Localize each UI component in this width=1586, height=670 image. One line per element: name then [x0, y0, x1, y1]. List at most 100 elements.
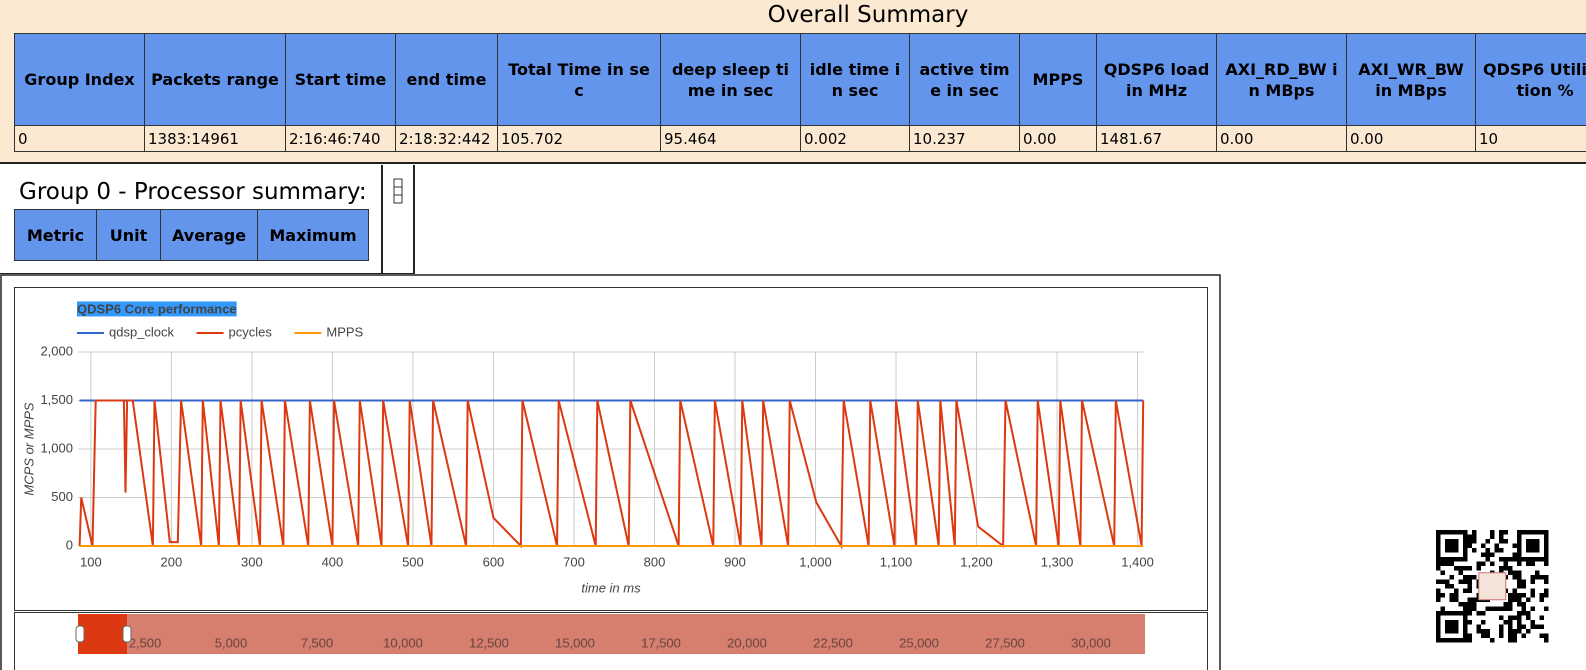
qr-module: [1494, 606, 1499, 611]
qr-module: [1472, 530, 1477, 535]
summary-table: Group Index Packets range Start time end ti…: [14, 33, 1586, 152]
qr-module: [1508, 593, 1513, 598]
column-header: deep sleep time in sec: [660, 33, 801, 126]
qr-module: [1458, 566, 1463, 571]
qr-finder: [1436, 530, 1468, 562]
qr-module: [1472, 539, 1477, 544]
qr-module: [1539, 633, 1544, 638]
qr-module: [1481, 611, 1486, 616]
x-tick-label: 1,200: [960, 554, 993, 569]
column-header: Maximum: [257, 209, 369, 261]
x-tick-label: 700: [563, 554, 585, 569]
x-axis-label: time in ms: [581, 580, 641, 595]
qr-module: [1472, 597, 1477, 602]
qr-module: [1530, 561, 1535, 566]
qr-module: [1508, 633, 1513, 638]
chart-title: QDSP6 Core performance: [77, 301, 237, 316]
column-header: idle time in sec: [800, 33, 910, 126]
qr-module: [1440, 579, 1445, 584]
x-tick-label: 300: [241, 554, 263, 569]
qr-module: [1539, 597, 1544, 602]
toggle-icon[interactable]: [383, 177, 413, 217]
qr-module: [1521, 602, 1526, 607]
x-tick-label: 200: [161, 554, 183, 569]
qr-module: [1512, 552, 1517, 557]
qr-module: [1544, 606, 1549, 611]
navigator-tick-label: 2,500: [129, 635, 162, 650]
qr-module: [1476, 624, 1481, 629]
qr-module: [1499, 539, 1504, 544]
qr-module: [1490, 530, 1495, 535]
qr-module: [1476, 611, 1481, 616]
navigator-tick-label: 25,000: [899, 635, 939, 650]
navigator-tick-label: 27,500: [985, 635, 1025, 650]
section-title: Group 0 - Processor summary:: [19, 179, 367, 205]
qr-module: [1485, 633, 1490, 638]
qr-module: [1436, 561, 1441, 566]
navigator-tick-label: 20,000: [727, 635, 767, 650]
qr-module: [1449, 593, 1454, 598]
qr-module: [1472, 575, 1477, 580]
qr-module: [1512, 615, 1517, 620]
qr-module: [1499, 606, 1504, 611]
qr-module: [1512, 638, 1517, 643]
range-handle[interactable]: [122, 625, 132, 643]
qr-module: [1521, 611, 1526, 616]
qr-module: [1436, 593, 1441, 598]
qr-module: [1485, 548, 1490, 553]
qr-module: [1517, 593, 1522, 598]
qr-module: [1499, 566, 1504, 571]
qr-module: [1503, 561, 1508, 566]
qr-finder: [1517, 530, 1549, 562]
y-tick-label: 500: [51, 489, 73, 504]
qr-module: [1481, 620, 1486, 625]
qr-module: [1481, 561, 1486, 566]
qr-module: [1499, 548, 1504, 553]
column-header: QDSP6 load in MHz: [1096, 33, 1217, 126]
qr-module: [1539, 575, 1544, 580]
qr-module: [1512, 597, 1517, 602]
table-cell: 1383:14961: [144, 125, 286, 152]
qr-module: [1517, 620, 1522, 625]
legend-label[interactable]: MPPS: [326, 324, 363, 339]
qr-module: [1521, 593, 1526, 598]
legend-label[interactable]: qdsp_clock: [109, 324, 175, 339]
qr-module: [1467, 611, 1472, 616]
qr-module: [1467, 543, 1472, 548]
table-cell: 0.00: [1216, 125, 1347, 152]
qr-module: [1467, 584, 1472, 589]
qr-module: [1521, 633, 1526, 638]
x-tick-label: 500: [402, 554, 424, 569]
qr-module: [1508, 606, 1513, 611]
qr-module: [1530, 575, 1535, 580]
table-row: 0 1383:14961 2:16:46:740 2:18:32:442 105.702…: [14, 125, 1586, 152]
column-header: Metric: [14, 209, 97, 261]
x-tick-label: 400: [322, 554, 344, 569]
range-handle[interactable]: [75, 625, 85, 643]
legend-label[interactable]: pcycles: [229, 324, 273, 339]
qr-module: [1499, 624, 1504, 629]
navigator-tick-label: 17,500: [641, 635, 681, 650]
qr-module: [1503, 620, 1508, 625]
qr-module: [1508, 629, 1513, 634]
qr-module: [1458, 579, 1463, 584]
qr-module: [1463, 566, 1468, 571]
qr-module: [1517, 570, 1522, 575]
column-header: AXI_RD_BW in MBps: [1216, 33, 1347, 126]
table-cell: 0.00: [1019, 125, 1097, 152]
navigator-tick-label: 7,500: [301, 635, 334, 650]
qr-module: [1517, 597, 1522, 602]
qr-module: [1526, 615, 1531, 620]
qr-module: [1517, 624, 1522, 629]
qr-module: [1499, 557, 1504, 562]
qr-module: [1440, 606, 1445, 611]
table-cell: 0: [14, 125, 145, 152]
x-tick-label: 800: [644, 554, 666, 569]
qr-module: [1530, 620, 1535, 625]
qr-module: [1544, 588, 1549, 593]
qr-module: [1530, 606, 1535, 611]
column-header: Packets range: [144, 33, 286, 126]
qr-module: [1476, 561, 1481, 566]
qr-module: [1512, 629, 1517, 634]
